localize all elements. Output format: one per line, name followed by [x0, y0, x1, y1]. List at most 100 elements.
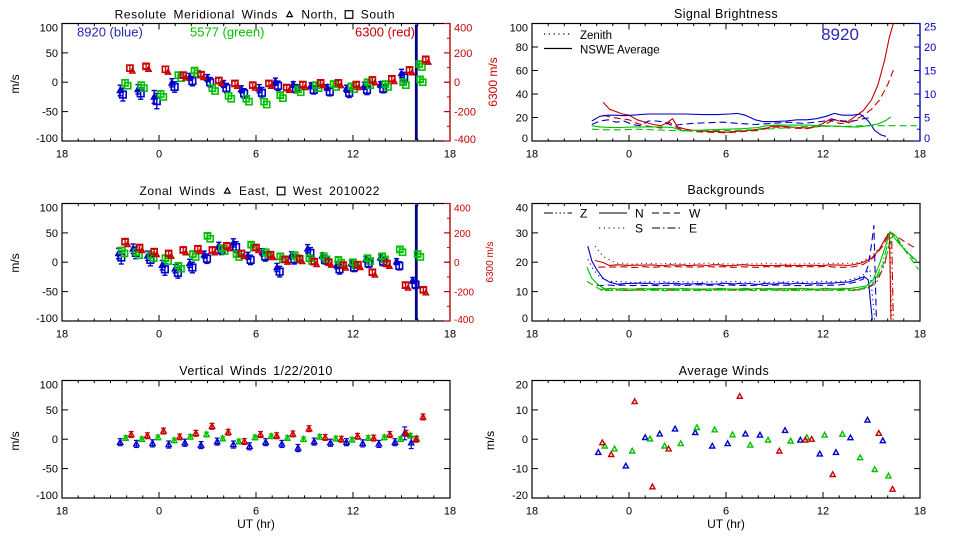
svg-text:50: 50 — [46, 405, 58, 417]
svg-text:20: 20 — [924, 42, 936, 54]
svg-text:W: W — [689, 207, 701, 221]
svg-text:0: 0 — [626, 149, 632, 161]
svg-text:-400: -400 — [454, 134, 476, 146]
svg-text:0: 0 — [522, 133, 528, 145]
svg-text:m/s: m/s — [8, 253, 22, 272]
svg-text:NSWE Average: NSWE Average — [580, 45, 660, 57]
svg-text:m/s: m/s — [8, 431, 22, 450]
svg-text:8920 (blue): 8920 (blue) — [77, 25, 143, 40]
svg-text:Backgrounds: Backgrounds — [687, 183, 764, 197]
svg-text:-50: -50 — [42, 464, 58, 476]
svg-text:80: 80 — [516, 42, 528, 54]
svg-text:-400: -400 — [454, 315, 474, 326]
svg-text:25: 25 — [924, 22, 936, 34]
svg-text:0: 0 — [924, 133, 930, 145]
svg-text:-10: -10 — [512, 464, 528, 476]
svg-text:10: 10 — [516, 287, 528, 299]
svg-text:50: 50 — [46, 228, 58, 240]
svg-text:6: 6 — [253, 329, 259, 341]
svg-text:20: 20 — [516, 380, 528, 392]
svg-text:400: 400 — [454, 23, 472, 35]
svg-text:0: 0 — [52, 257, 58, 269]
svg-text:-200: -200 — [454, 288, 474, 299]
svg-text:Resolute Meridional Winds: Resolute Meridional Winds — [115, 8, 285, 22]
svg-text:100: 100 — [40, 203, 58, 215]
svg-text:East,: East, — [232, 184, 276, 198]
svg-text:12: 12 — [817, 329, 829, 341]
svg-text:40: 40 — [516, 203, 528, 215]
svg-text:-100: -100 — [36, 490, 58, 502]
svg-text:60: 60 — [516, 66, 528, 78]
svg-text:10: 10 — [924, 89, 936, 101]
svg-text:12: 12 — [817, 149, 829, 161]
svg-text:5: 5 — [924, 113, 930, 125]
svg-text:South: South — [354, 8, 395, 22]
svg-text:18: 18 — [444, 149, 456, 161]
svg-text:8920: 8920 — [821, 25, 859, 44]
svg-text:100: 100 — [40, 380, 58, 392]
svg-text:Vertical Winds 1/22/2010: Vertical Winds 1/22/2010 — [179, 364, 332, 378]
svg-text:18: 18 — [526, 329, 538, 341]
svg-text:400: 400 — [454, 204, 471, 215]
svg-text:6: 6 — [723, 149, 729, 161]
svg-text:0: 0 — [626, 506, 632, 518]
svg-text:S: S — [635, 222, 643, 236]
svg-text:100: 100 — [510, 23, 528, 35]
svg-text:m/s: m/s — [483, 431, 497, 450]
svg-text:Signal Brightness: Signal Brightness — [674, 7, 778, 21]
svg-text:18: 18 — [56, 329, 68, 341]
svg-text:-100: -100 — [36, 313, 58, 325]
svg-text:0: 0 — [454, 258, 460, 269]
svg-text:18: 18 — [526, 506, 538, 518]
svg-text:6: 6 — [723, 329, 729, 341]
svg-text:-20: -20 — [512, 490, 528, 502]
svg-text:Zonal Winds: Zonal Winds — [140, 184, 223, 198]
svg-text:6: 6 — [723, 506, 729, 518]
svg-text:6: 6 — [253, 506, 259, 518]
svg-text:200: 200 — [454, 48, 472, 60]
svg-text:UT (hr): UT (hr) — [707, 517, 745, 531]
svg-text:12: 12 — [817, 506, 829, 518]
svg-text:10: 10 — [516, 405, 528, 417]
svg-text:200: 200 — [454, 229, 471, 240]
svg-text:0: 0 — [156, 149, 162, 161]
svg-text:18: 18 — [444, 329, 456, 341]
svg-text:20: 20 — [516, 257, 528, 269]
svg-text:6300 m/s: 6300 m/s — [486, 57, 500, 106]
svg-text:18: 18 — [56, 149, 68, 161]
svg-text:18: 18 — [444, 506, 456, 518]
svg-text:-100: -100 — [36, 133, 58, 145]
svg-text:UT (hr): UT (hr) — [237, 517, 275, 531]
svg-text:0: 0 — [454, 77, 460, 89]
svg-text:6300 m/s: 6300 m/s — [485, 241, 496, 282]
svg-text:-200: -200 — [454, 107, 476, 119]
svg-text:0: 0 — [52, 77, 58, 89]
svg-text:5577 (green): 5577 (green) — [190, 25, 264, 40]
svg-text:18: 18 — [914, 506, 926, 518]
svg-text:12: 12 — [347, 506, 359, 518]
svg-text:6300 (red): 6300 (red) — [355, 25, 415, 40]
svg-text:N: N — [635, 207, 644, 221]
svg-text:18: 18 — [914, 329, 926, 341]
svg-text:-50: -50 — [42, 287, 58, 299]
svg-text:18: 18 — [526, 149, 538, 161]
svg-text:0: 0 — [156, 506, 162, 518]
svg-text:18: 18 — [914, 149, 926, 161]
svg-text:6: 6 — [253, 149, 259, 161]
svg-text:50: 50 — [46, 48, 58, 60]
svg-text:20: 20 — [516, 113, 528, 125]
svg-text:0: 0 — [52, 434, 58, 446]
svg-text:100: 100 — [40, 23, 58, 35]
svg-text:0: 0 — [156, 329, 162, 341]
svg-text:-50: -50 — [42, 107, 58, 119]
svg-text:15: 15 — [924, 66, 936, 78]
svg-text:0: 0 — [522, 434, 528, 446]
svg-text:0: 0 — [626, 329, 632, 341]
svg-text:Zenith: Zenith — [580, 30, 612, 42]
svg-text:West 2010022: West 2010022 — [286, 184, 380, 198]
svg-text:30: 30 — [516, 228, 528, 240]
svg-text:m/s: m/s — [8, 74, 22, 93]
svg-text:Z: Z — [580, 207, 587, 221]
svg-text:E: E — [689, 222, 697, 236]
svg-text:Average Winds: Average Winds — [679, 364, 769, 378]
